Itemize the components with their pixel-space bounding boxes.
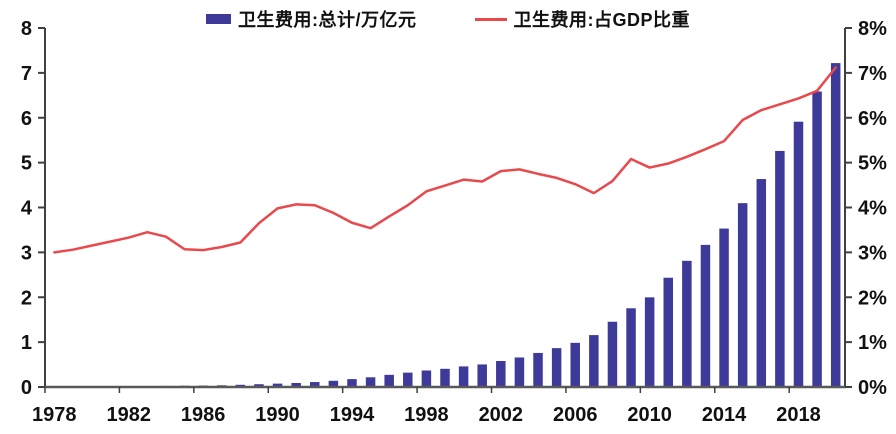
x-label-1978: 1978 xyxy=(32,404,77,426)
y-label-right-4: 4% xyxy=(858,198,887,220)
bar-2016 xyxy=(756,179,767,387)
bar-2020 xyxy=(830,63,841,387)
x-label-2014: 2014 xyxy=(702,404,747,426)
y-label-right-2: 2% xyxy=(858,287,887,309)
bar-1999 xyxy=(440,368,450,387)
x-label-1998: 1998 xyxy=(404,404,449,426)
bar-2012 xyxy=(682,260,692,387)
bar-2007 xyxy=(589,335,599,387)
y-label-left-1: 1 xyxy=(21,332,32,354)
y-label-right-1: 1% xyxy=(858,332,887,354)
y-label-right-5: 5% xyxy=(858,153,887,175)
bar-2009 xyxy=(626,308,636,387)
bar-1990 xyxy=(272,383,283,387)
bar-2002 xyxy=(496,361,506,387)
x-label-1990: 1990 xyxy=(255,404,300,426)
x-label-2006: 2006 xyxy=(553,404,598,426)
bar-1992 xyxy=(310,382,320,387)
y-label-right-3: 3% xyxy=(858,242,887,264)
x-label-2018: 2018 xyxy=(776,404,821,426)
bar-2003 xyxy=(514,357,525,387)
bar-1995 xyxy=(365,377,376,387)
y-label-left-2: 2 xyxy=(21,287,32,309)
bar-1991 xyxy=(291,383,301,387)
bar-1989 xyxy=(254,384,264,387)
bar-1997 xyxy=(403,372,413,387)
bar-2004 xyxy=(533,352,543,387)
bar-2013 xyxy=(700,244,711,387)
bar-2006 xyxy=(570,342,580,387)
x-label-1986: 1986 xyxy=(181,404,226,426)
y-label-left-0: 0 xyxy=(21,377,32,399)
y-label-right-6: 6% xyxy=(858,108,887,130)
bar-2000 xyxy=(458,366,469,387)
y-label-left-7: 7 xyxy=(21,63,32,85)
bar-2008 xyxy=(607,321,618,387)
y-label-right-8: 8% xyxy=(858,18,887,40)
x-label-2002: 2002 xyxy=(479,404,524,426)
bar-2011 xyxy=(663,277,674,387)
bar-2015 xyxy=(737,203,748,387)
bar-2005 xyxy=(551,348,562,387)
y-label-left-6: 6 xyxy=(21,108,32,130)
bar-2014 xyxy=(719,228,729,387)
x-label-1994: 1994 xyxy=(330,404,375,426)
y-label-left-3: 3 xyxy=(21,242,32,264)
y-label-left-4: 4 xyxy=(21,198,33,220)
x-label-1982: 1982 xyxy=(106,404,151,426)
y-label-right-0: 0% xyxy=(858,377,887,399)
bar-2017 xyxy=(775,150,785,387)
y-label-left-8: 8 xyxy=(21,18,32,40)
bar-2010 xyxy=(644,297,655,387)
y-label-left-5: 5 xyxy=(21,153,32,175)
bar-2001 xyxy=(477,364,487,387)
bar-2019 xyxy=(812,91,822,387)
y-label-right-7: 7% xyxy=(858,63,887,85)
bar-1996 xyxy=(384,374,394,387)
gdp-share-line xyxy=(53,66,837,254)
bar-1998 xyxy=(421,370,432,387)
x-label-2010: 2010 xyxy=(627,404,672,426)
bar-1993 xyxy=(328,380,339,387)
bar-1994 xyxy=(347,379,357,387)
bar-2018 xyxy=(793,121,804,387)
